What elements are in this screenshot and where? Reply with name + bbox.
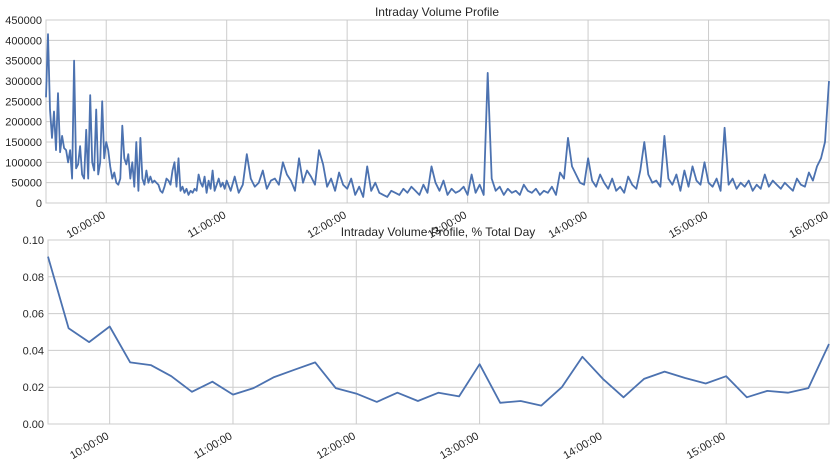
y-tick-label: 350000 xyxy=(5,56,42,68)
y-tick-label: 200000 xyxy=(5,117,42,129)
y-tick-label: 0.04 xyxy=(23,345,44,357)
y-tick-label: 50000 xyxy=(11,178,42,190)
x-tick-label: 12:00:00 xyxy=(315,430,358,462)
x-tick-label: 10:00:00 xyxy=(65,209,108,241)
volume-series-line xyxy=(45,33,830,198)
y-tick-label: 0.00 xyxy=(23,419,44,431)
volume-chart: 0 50000 100000 150000 200000 250000 300000 3500… xyxy=(5,5,830,241)
y-tick-labels: 0.00 0.02 0.04 0.06 0.08 0.10 xyxy=(23,235,44,431)
percent-series-line xyxy=(47,256,830,407)
y-tick-label: 100000 xyxy=(5,157,42,169)
y-tick-label: 0.08 xyxy=(23,272,44,284)
y-tick-label: 300000 xyxy=(5,76,42,88)
chart-title: Intraday Volume Profile xyxy=(375,5,499,19)
y-tick-label: 150000 xyxy=(5,137,42,149)
plot-area xyxy=(45,19,830,204)
x-tick-label: 10:00:00 xyxy=(68,430,111,462)
x-tick-label: 15:00:00 xyxy=(685,430,728,462)
y-tick-labels: 0 50000 100000 150000 200000 250000 300000 3500… xyxy=(5,15,42,210)
y-tick-label: 0.02 xyxy=(23,382,44,394)
y-tick-label: 450000 xyxy=(5,15,42,27)
chart-title: Intraday Volume Profile, % Total Day xyxy=(341,225,536,239)
x-tick-label: 16:00:00 xyxy=(787,209,830,241)
gridlines xyxy=(48,239,829,425)
gridlines xyxy=(46,19,830,204)
y-tick-label: 0.06 xyxy=(23,309,44,321)
x-tick-label: 14:00:00 xyxy=(546,209,589,241)
x-tick-label: 11:00:00 xyxy=(186,209,228,240)
x-tick-labels: 10:00:00 11:00:00 12:00:00 13:00:00 14:00:00… xyxy=(68,430,728,462)
plot-area xyxy=(47,239,830,425)
x-tick-label: 15:00:00 xyxy=(667,209,710,241)
x-tick-label: 14:00:00 xyxy=(561,430,604,462)
x-tick-label: 13:00:00 xyxy=(438,430,481,462)
x-tick-label: 11:00:00 xyxy=(192,430,234,461)
y-tick-label: 0 xyxy=(36,198,42,210)
y-tick-label: 0.10 xyxy=(23,235,44,247)
volume-percent-chart: 0.00 0.02 0.04 0.06 0.08 0.10 10:00:00 11:00:0… xyxy=(23,225,830,462)
y-tick-label: 250000 xyxy=(5,96,42,108)
y-tick-label: 400000 xyxy=(5,35,42,47)
